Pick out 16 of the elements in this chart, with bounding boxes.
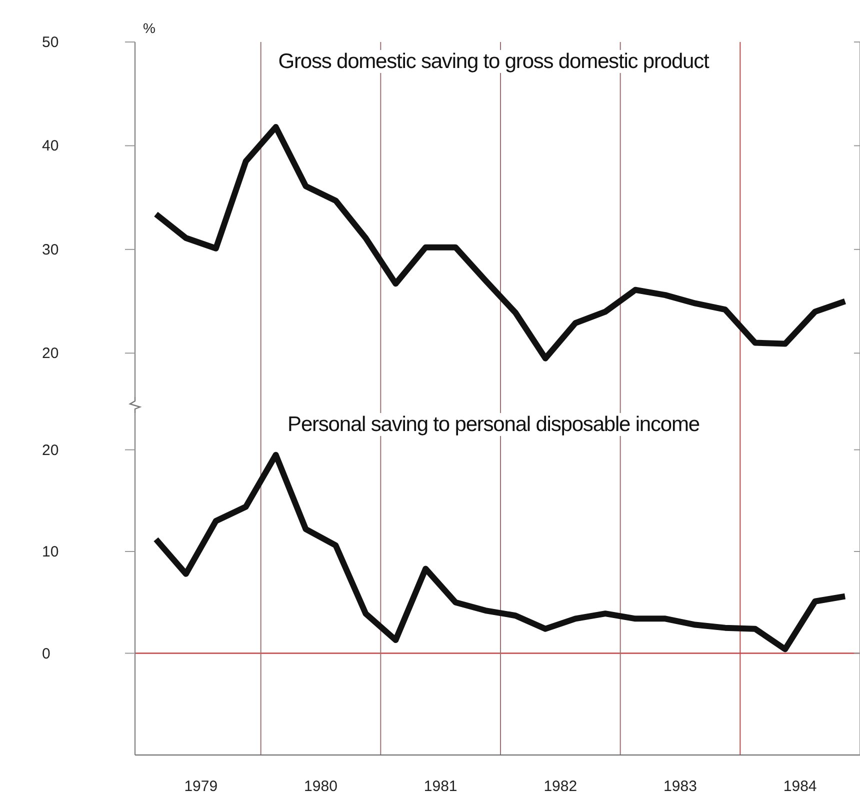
- y-tick-label: 20: [42, 345, 59, 362]
- chart-title: Gross domestic saving to gross domestic product: [276, 50, 711, 73]
- x-tick-label: 1979: [184, 778, 218, 795]
- x-tick-label: 1984: [783, 778, 817, 795]
- y-tick-label: 40: [42, 138, 59, 155]
- y-tick-label: 50: [42, 34, 59, 51]
- x-tick-label: 1981: [424, 778, 458, 795]
- x-tick-label: 1983: [664, 778, 697, 795]
- y-tick-label: 10: [42, 544, 59, 561]
- y-tick-label: 0: [42, 645, 50, 662]
- x-tick-label: 1982: [544, 778, 578, 795]
- y-tick-label: 20: [42, 442, 59, 459]
- y-axis-title: %: [143, 20, 156, 36]
- x-tick-label: 1980: [304, 778, 338, 795]
- chart-title: Personal saving to personal disposable income: [286, 413, 702, 436]
- y-tick-label: 30: [42, 241, 59, 258]
